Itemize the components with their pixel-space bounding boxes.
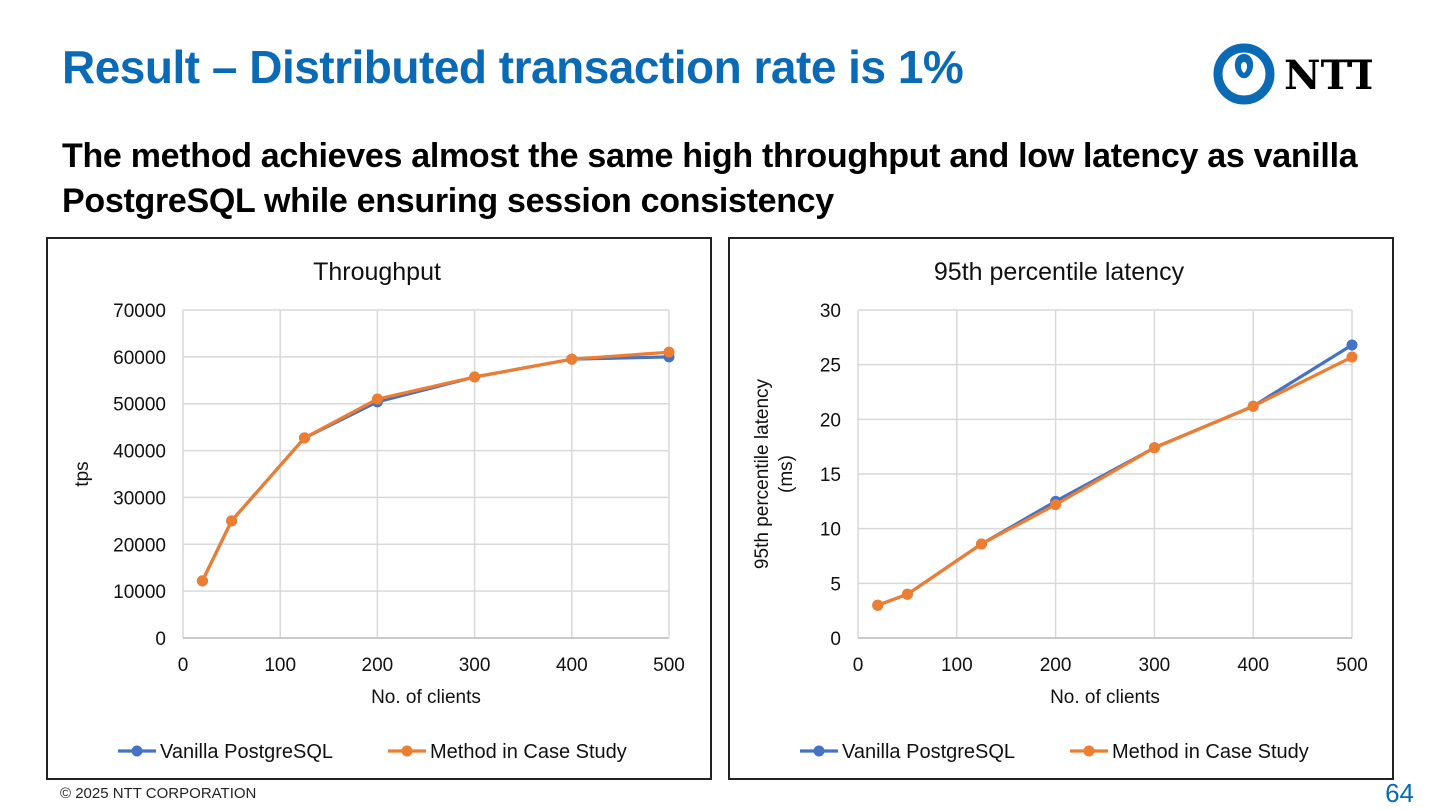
- y-tick-label: 25: [820, 356, 841, 377]
- y-tick-label: 5: [830, 574, 841, 595]
- legend-marker-method: [401, 745, 413, 757]
- x-tick-label: 200: [1040, 655, 1072, 676]
- data-point-vanilla: [1346, 339, 1358, 351]
- slide-title: Result – Distributed transaction rate is…: [62, 41, 964, 93]
- data-point-method: [469, 371, 481, 383]
- legend-marker-vanilla: [131, 745, 143, 757]
- x-tick-label: 400: [1237, 655, 1269, 676]
- y-tick-label: 10000: [113, 582, 166, 603]
- x-tick-label: 400: [556, 655, 588, 676]
- y-tick-label: 40000: [113, 442, 166, 463]
- latency-chart: 95th percentile latency 0 5 10 15 20 25 30 0 100 2…: [728, 237, 1394, 780]
- y-axis-label-unit: (ms): [776, 455, 797, 493]
- throughput-chart: Throughput 0 10000 20000 30000 40000 50000 6000…: [46, 237, 712, 780]
- chart-title: 95th percentile latency: [934, 258, 1185, 286]
- data-point-method: [566, 353, 578, 365]
- series-line-vanilla: [201, 355, 670, 582]
- y-axis-label: 95th percentile latency: [752, 378, 773, 569]
- data-point-method: [226, 515, 238, 527]
- data-point-method: [663, 346, 675, 358]
- data-point-method: [1050, 499, 1062, 511]
- y-tick-label: 20000: [113, 535, 166, 556]
- series-line-method: [201, 350, 670, 582]
- ntt-logo: NTT: [1212, 42, 1379, 106]
- y-tick-label: 20: [820, 410, 841, 431]
- x-tick-label: 300: [1139, 655, 1171, 676]
- y-tick-label: 30000: [113, 488, 166, 509]
- data-point-method: [1148, 442, 1160, 454]
- x-tick-label: 100: [941, 655, 973, 676]
- data-point-method: [1346, 351, 1358, 363]
- slide-subtitle: The method achieves almost the same high…: [62, 137, 1358, 220]
- data-point-method: [901, 588, 913, 600]
- y-tick-label: 0: [830, 629, 841, 650]
- y-tick-label: 60000: [113, 348, 166, 369]
- y-axis-label: tps: [72, 461, 93, 486]
- data-point-method: [872, 599, 884, 611]
- logo-text: NTT: [1284, 52, 1372, 99]
- data-point-method: [299, 432, 310, 444]
- page-number: 64: [1385, 778, 1414, 808]
- ntt-logo-icon: NTT: [1213, 43, 1379, 105]
- legend-marker-vanilla: [813, 745, 825, 757]
- y-tick-label: 30: [820, 301, 841, 322]
- throughput-chart-svg: Throughput 0 10000 20000 30000 40000 50000 6000…: [72, 258, 685, 763]
- y-tick-label: 50000: [113, 395, 166, 416]
- data-point-method: [371, 393, 383, 405]
- legend-label-method: Method in Case Study: [430, 741, 627, 763]
- data-point-method: [976, 538, 987, 550]
- x-tick-label: 0: [178, 655, 189, 676]
- chart-title: Throughput: [313, 258, 441, 286]
- x-tick-label: 300: [459, 655, 491, 676]
- legend-label-method: Method in Case Study: [1112, 741, 1309, 763]
- x-tick-label: 0: [853, 655, 864, 676]
- x-tick-label: 500: [653, 655, 685, 676]
- y-tick-label: 0: [155, 629, 166, 650]
- x-tick-label: 200: [362, 655, 394, 676]
- x-tick-label: 100: [264, 655, 296, 676]
- legend-marker-method: [1083, 745, 1095, 757]
- legend-label-vanilla: Vanilla PostgreSQL: [842, 741, 1015, 763]
- series-line-method: [877, 355, 1353, 607]
- x-axis-label: No. of clients: [371, 687, 481, 708]
- x-tick-label: 500: [1336, 655, 1368, 676]
- y-tick-label: 70000: [113, 301, 166, 322]
- x-axis-label: No. of clients: [1050, 687, 1160, 708]
- copyright-footer: © 2025 NTT CORPORATION: [60, 785, 257, 802]
- y-tick-label: 15: [820, 465, 841, 486]
- y-tick-label: 10: [820, 520, 841, 541]
- legend-label-vanilla: Vanilla PostgreSQL: [160, 741, 333, 763]
- data-point-method: [1247, 400, 1259, 412]
- data-point-method: [196, 575, 208, 587]
